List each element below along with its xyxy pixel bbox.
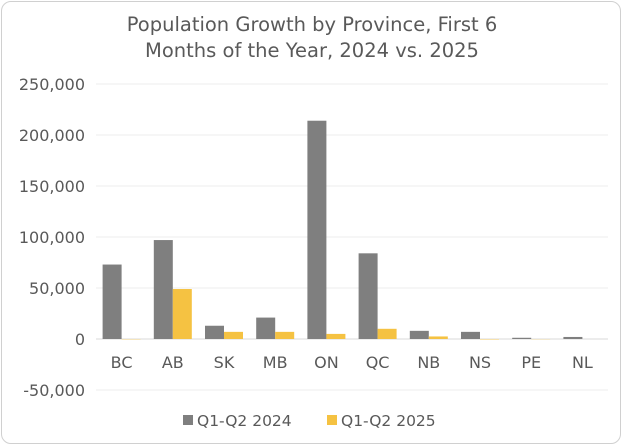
bar-2024-on [307,120,327,339]
legend-label-2025: Q1-Q2 2025 [341,412,436,430]
legend: Q1-Q2 2024 Q1-Q2 2025 [183,412,436,430]
x-tick-label: ON [314,353,339,372]
gridlines [96,83,608,391]
bar-2024-bc [102,264,122,339]
y-axis-tick-labels: 250,000 200,000 150,000 100,000 50,000 0 -50,0… [19,75,85,400]
y-tick-label: 50,000 [29,279,85,298]
x-tick-label: QC [366,353,390,372]
chart-title-line-2: Months of the Year, 2024 vs. 2025 [145,39,479,62]
bars [102,120,583,340]
bar-2025-mb [275,331,295,339]
y-tick-label: 0 [75,330,85,349]
chart-title: Population Growth by Province, First 6 M… [127,13,498,62]
bar-2024-ns [461,331,480,339]
legend-swatch-2024 [183,415,193,425]
x-tick-label: NL [572,353,593,372]
legend-swatch-2025 [327,415,337,425]
x-axis-tick-labels: BC AB SK MB ON QC NB NS PE NL [111,353,593,372]
y-tick-label: 250,000 [19,75,85,94]
bar-2024-sk [205,325,224,339]
bar-2025-nb [428,336,448,339]
bar-2024-mb [256,317,276,339]
chart-title-line-1: Population Growth by Province, First 6 [127,13,498,36]
bar-2024-pe [512,337,532,339]
x-tick-label: SK [214,353,235,372]
bar-2024-nb [409,330,429,339]
legend-label-2024: Q1-Q2 2024 [197,412,292,430]
y-tick-label: 150,000 [19,177,85,196]
x-tick-label: NS [469,353,491,372]
x-tick-label: AB [162,353,184,372]
bar-2024-qc [358,253,378,339]
y-tick-label: 100,000 [19,228,85,247]
x-tick-label: BC [111,353,133,372]
x-tick-label: NB [417,353,440,372]
x-tick-label: PE [521,353,541,372]
bar-2025-ab [172,289,192,339]
y-tick-label: -50,000 [23,381,85,400]
x-tick-label: MB [263,353,288,372]
bar-2025-on [326,333,346,339]
y-tick-label: 200,000 [19,126,85,145]
bar-2024-nl [563,336,583,339]
bar-2024-ab [153,240,173,339]
bar-2025-qc [377,328,397,339]
bar-2025-sk [224,331,243,339]
